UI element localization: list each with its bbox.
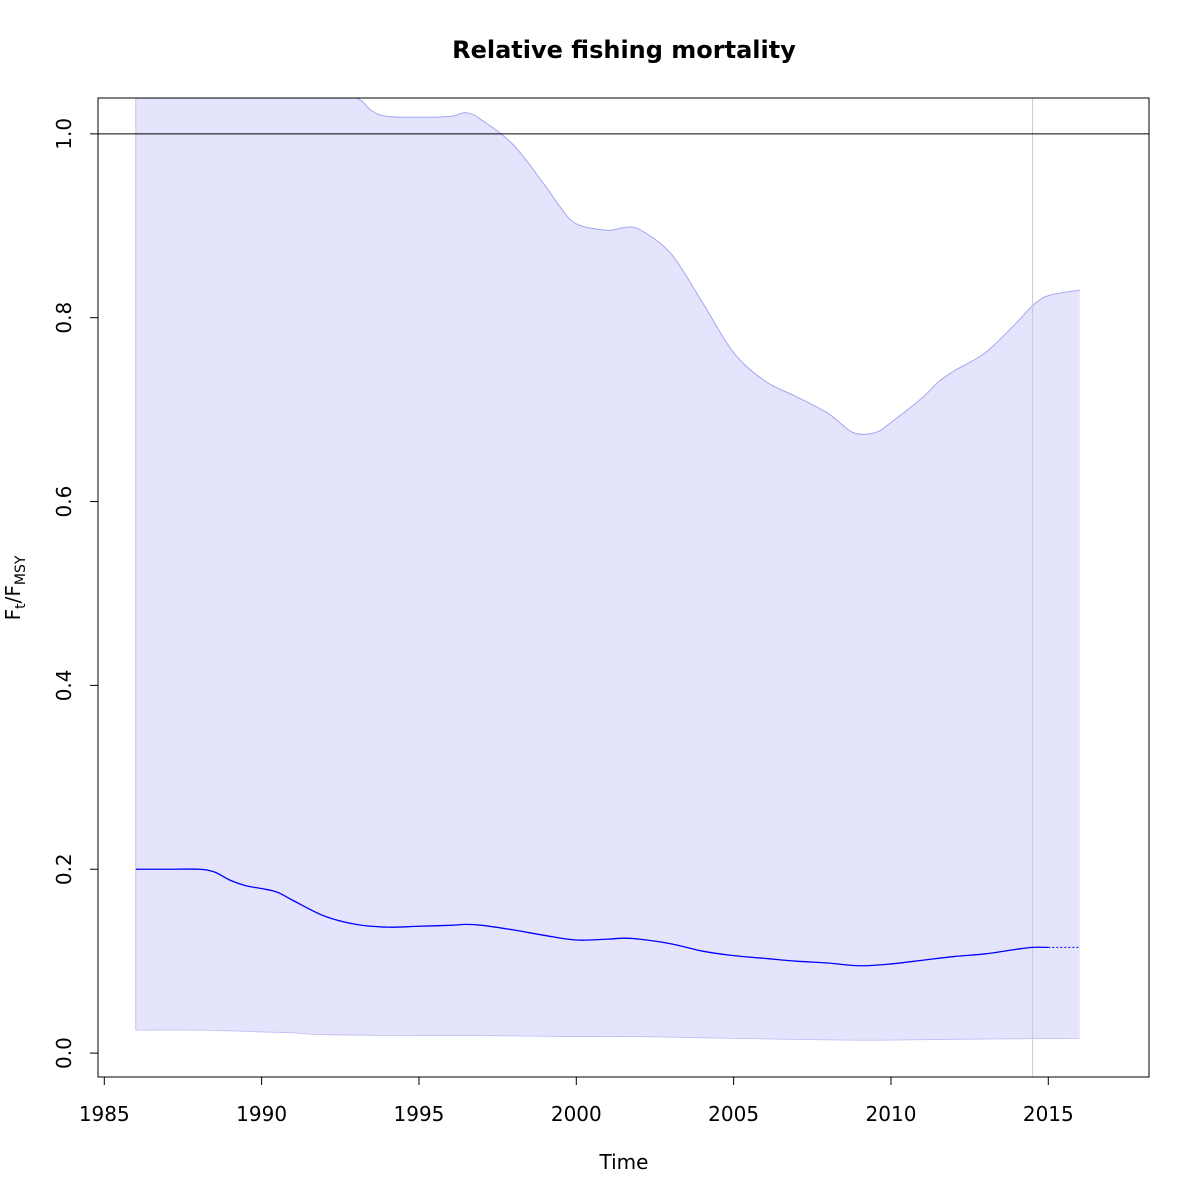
upper-ci-edge bbox=[135, 98, 1080, 435]
y-axis-title: Ft/FMSY bbox=[1, 555, 29, 620]
x-tick-label: 1985 bbox=[79, 1102, 130, 1126]
y-axis: 0.0 0.2 0.4 0.6 0.8 1.0 bbox=[52, 118, 99, 1069]
y-title-sub-t: t bbox=[13, 603, 29, 609]
y-tick-label: 0.0 bbox=[52, 1037, 76, 1069]
y-tick-label: 1.0 bbox=[52, 118, 76, 150]
x-tick-label: 2010 bbox=[866, 1102, 917, 1126]
x-tick-label: 2015 bbox=[1023, 1102, 1074, 1126]
y-tick-label: 0.8 bbox=[52, 302, 76, 334]
x-axis-title: Time bbox=[599, 1150, 649, 1174]
lower-ci-edge bbox=[135, 1029, 1080, 1041]
chart-title: Relative fishing mortality bbox=[452, 36, 796, 64]
y-title-sub-msy: MSY bbox=[13, 555, 29, 585]
x-axis: 1985 1990 1995 2000 2005 2010 2015 bbox=[79, 1076, 1074, 1126]
y-tick-label: 0.4 bbox=[52, 669, 76, 701]
confidence-band bbox=[135, 98, 1080, 1041]
estimate-line bbox=[135, 868, 1049, 967]
x-tick-label: 2000 bbox=[551, 1102, 602, 1126]
y-title-f2: F bbox=[1, 585, 25, 597]
x-tick-label: 2005 bbox=[708, 1102, 759, 1126]
y-tick-label: 0.2 bbox=[52, 853, 76, 885]
y-tick-label: 0.6 bbox=[52, 486, 76, 518]
y-title-f: F bbox=[1, 609, 25, 621]
x-tick-label: 1990 bbox=[236, 1102, 287, 1126]
y-title-sep: / bbox=[1, 596, 25, 603]
x-tick-label: 1995 bbox=[394, 1102, 445, 1126]
